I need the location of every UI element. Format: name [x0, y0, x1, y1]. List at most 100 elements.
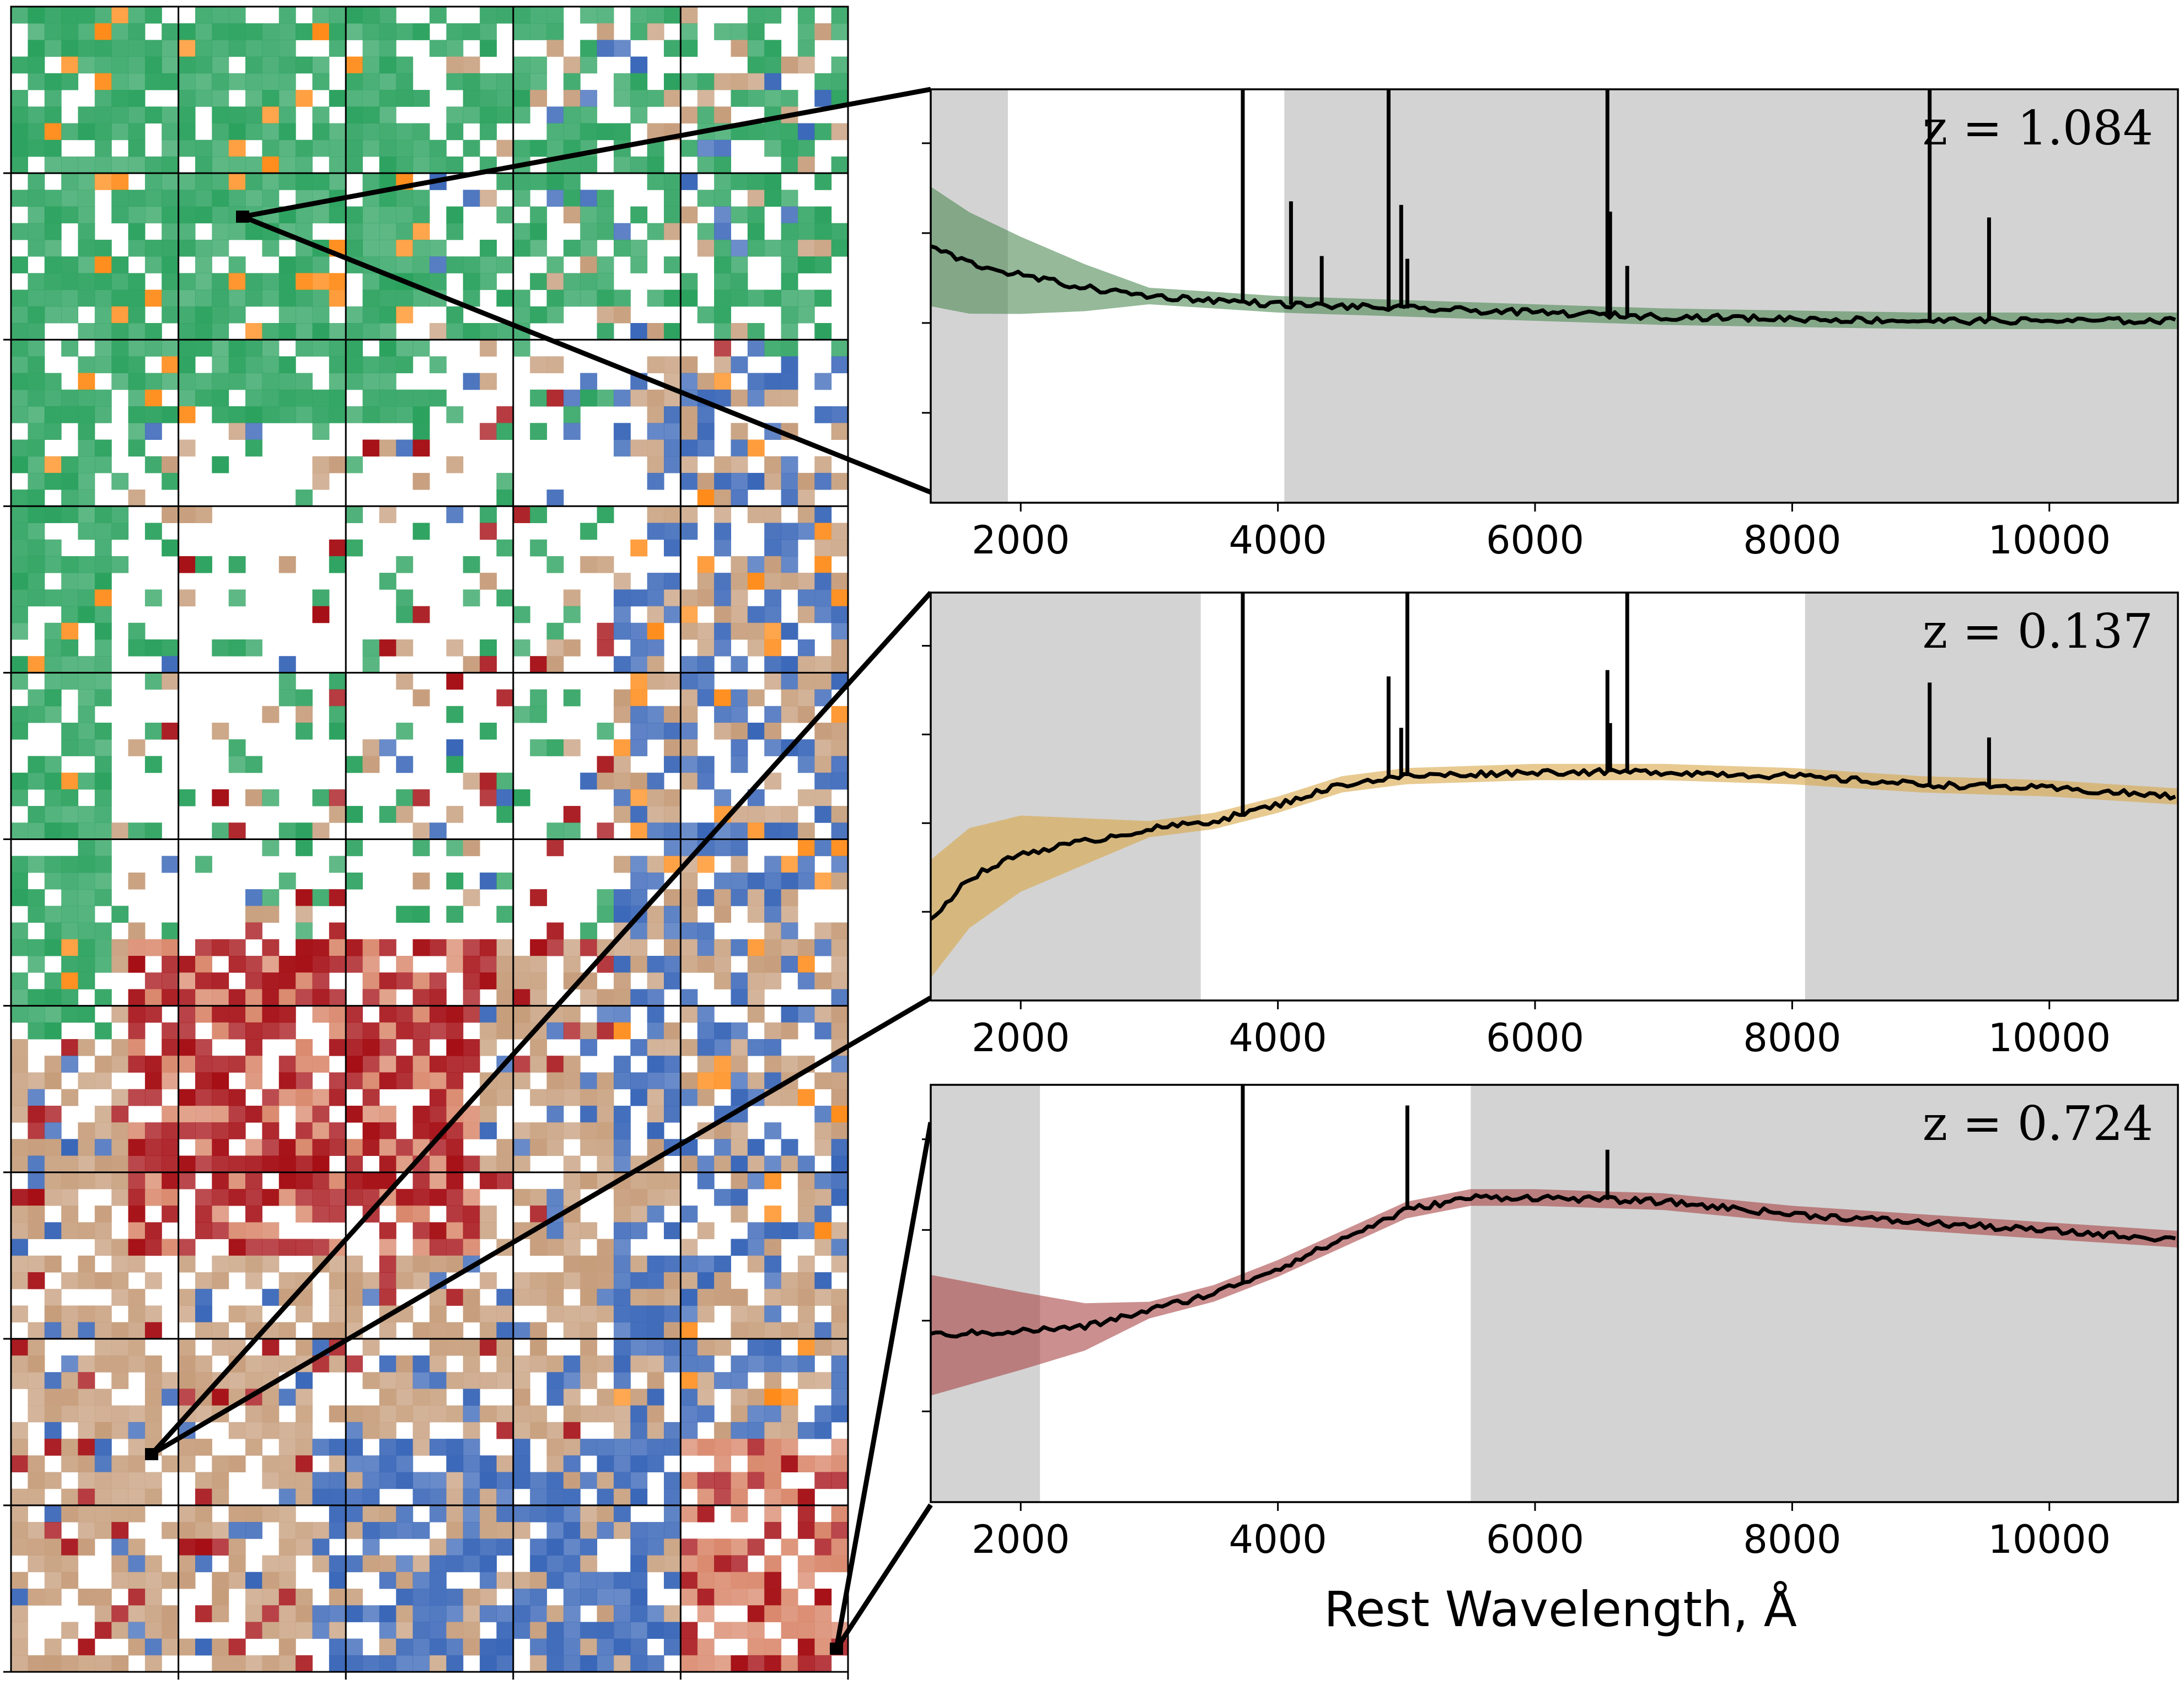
som-cell: [94, 106, 112, 123]
som-cell: [111, 1505, 129, 1522]
som-cell: [814, 1072, 832, 1090]
som-cell: [597, 889, 614, 906]
som-cell: [546, 1439, 564, 1456]
som-cell: [144, 939, 162, 956]
som-cell: [814, 556, 832, 573]
som-cell: [28, 389, 45, 407]
som-cell: [111, 1172, 129, 1190]
som-cell: [245, 156, 262, 174]
som-cell: [430, 989, 447, 1007]
som-cell: [664, 1089, 681, 1106]
x-tick-label: 2000: [972, 1015, 1070, 1061]
som-cell: [831, 1255, 849, 1273]
som-cell: [764, 872, 782, 890]
som-cell: [61, 1439, 78, 1456]
som-cell: [296, 1405, 313, 1423]
som-cell: [144, 989, 162, 1007]
som-cell: [262, 190, 280, 207]
som-cell: [296, 989, 313, 1007]
som-cell: [714, 340, 731, 357]
som-cell: [94, 1122, 112, 1139]
som-cell: [296, 373, 313, 390]
som-cell: [111, 1355, 129, 1373]
som-cell: [228, 289, 246, 307]
som-cell: [195, 40, 212, 57]
som-cell: [814, 1239, 832, 1256]
som-cell: [278, 1655, 296, 1672]
som-cell: [496, 956, 514, 973]
som-cell: [697, 423, 715, 440]
som-cell: [797, 7, 815, 24]
som-cell: [312, 939, 330, 956]
som-cell: [781, 489, 798, 507]
som-cell: [764, 1039, 782, 1056]
som-cell: [245, 356, 262, 374]
som-cell: [329, 1305, 346, 1323]
som-cell: [412, 1188, 430, 1206]
som-cell: [580, 239, 598, 257]
som-cell: [262, 939, 280, 956]
som-cell: [329, 1188, 346, 1206]
som-cell: [496, 1488, 514, 1506]
som-cell: [664, 1555, 681, 1573]
som-cell: [278, 1622, 296, 1639]
som-cell: [162, 289, 179, 307]
som-cell: [664, 73, 681, 90]
som-cell: [128, 1439, 146, 1456]
som-cell: [797, 956, 815, 973]
som-cell: [228, 989, 246, 1007]
som-cell: [496, 772, 514, 790]
som-cell: [162, 73, 179, 90]
som-cell: [212, 1455, 229, 1472]
som-cell: [647, 606, 664, 623]
som-cell: [228, 73, 246, 90]
som-cell: [664, 289, 681, 307]
som-cell: [781, 1538, 798, 1556]
som-cell: [144, 1305, 162, 1323]
som-cell: [296, 1589, 313, 1606]
som-cell: [580, 56, 598, 74]
som-cell: [362, 989, 380, 1007]
som-cell: [245, 889, 262, 906]
som-cell: [546, 1022, 564, 1040]
som-cell: [764, 456, 782, 474]
som-cell: [814, 573, 832, 590]
som-cell: [614, 1005, 631, 1023]
som-cell: [28, 589, 45, 607]
som-cell: [178, 56, 196, 74]
som-cell: [480, 956, 497, 973]
som-cell: [781, 1455, 798, 1472]
som-cell: [731, 656, 748, 673]
som-cell: [614, 589, 631, 607]
som-cell: [747, 1155, 765, 1173]
som-cell: [379, 356, 396, 374]
som-cell: [764, 556, 782, 573]
som-cell: [396, 1622, 414, 1639]
som-cell: [430, 1405, 447, 1423]
som-cell: [44, 206, 62, 224]
som-cell: [111, 56, 129, 74]
som-cell: [412, 239, 430, 257]
som-cell: [329, 672, 346, 690]
som-cell: [262, 389, 280, 407]
som-cell: [797, 1372, 815, 1389]
som-cell: [379, 1322, 396, 1339]
som-cell: [446, 872, 464, 890]
som-cell: [78, 839, 95, 857]
panel-frame: [930, 88, 2179, 504]
som-cell: [178, 1105, 196, 1123]
som-cell: [78, 689, 95, 707]
som-cell: [697, 1172, 715, 1190]
som-cell: [329, 1589, 346, 1606]
som-cell: [362, 206, 380, 224]
som-cell: [128, 40, 146, 57]
som-cell: [664, 756, 681, 773]
som-cell: [697, 672, 715, 690]
som-cell: [597, 1089, 614, 1106]
som-cell: [94, 1072, 112, 1090]
som-cell: [111, 190, 129, 207]
som-cell: [680, 1089, 698, 1106]
som-cell: [412, 1472, 430, 1489]
som-cell: [597, 1272, 614, 1289]
som-cell: [513, 1005, 530, 1023]
